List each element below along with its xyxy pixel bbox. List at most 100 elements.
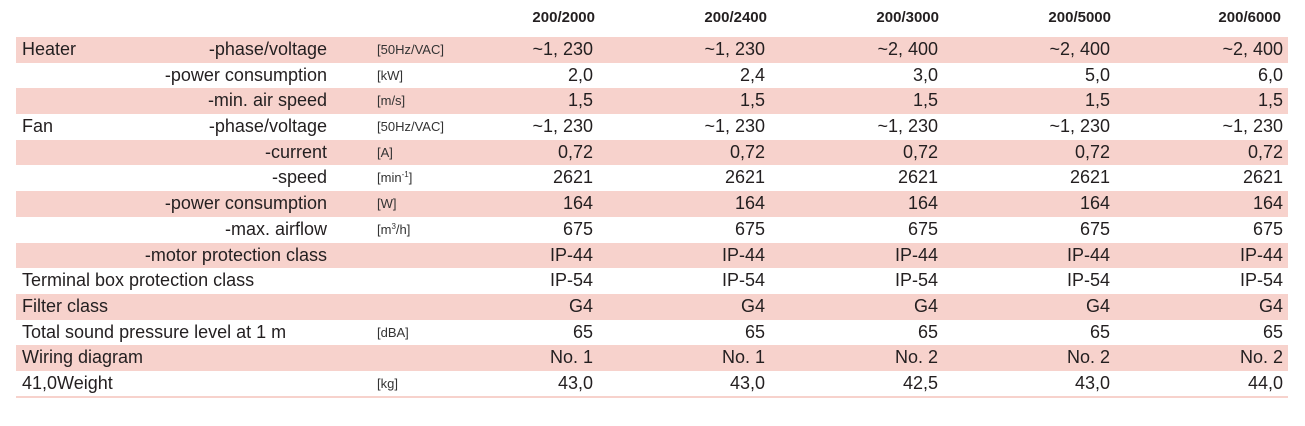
table-row: -current [A] 0,72 0,72 0,72 0,72 0,72 <box>16 139 1288 166</box>
table-row: 41,0Weight [kg] 43,0 43,0 42,5 43,0 44,0 <box>16 371 1288 397</box>
row-unit: [dBA] <box>377 320 409 346</box>
cell-value: 675 <box>562 218 593 239</box>
cell-value: 65 <box>744 321 765 342</box>
cell-value: G4 <box>568 295 593 316</box>
row-unit: [min-1] <box>377 165 412 191</box>
cell-value: 1,5 <box>1084 90 1110 111</box>
cell-value: No. 1 <box>549 347 593 368</box>
row-unit: [kW] <box>377 63 403 89</box>
cell-value: IP-44 <box>1066 244 1110 265</box>
cell-value: ~2, 400 <box>1049 39 1110 59</box>
cell-value: ~1, 230 <box>532 39 593 59</box>
table-row: Heater -phase/voltage [50Hz/VAC] ~1, 230 ~1,… <box>16 37 1288 63</box>
cell-value: IP-54 <box>721 270 765 291</box>
unit-text: [kW] <box>377 67 403 83</box>
cell-value: 2621 <box>724 167 765 188</box>
table-row: Filter class G4 G4 G4 G4 G4 <box>16 293 1288 320</box>
cell-value: ~1, 230 <box>877 116 938 137</box>
cell-value: 0,72 <box>1074 141 1110 162</box>
row-label: Wiring diagram <box>22 347 144 368</box>
row-sublabel: -power consumption <box>164 64 327 85</box>
row-unit: [W] <box>377 191 397 217</box>
cell-value: 675 <box>907 218 938 239</box>
cell-value: 675 <box>734 218 765 239</box>
cell-value: 164 <box>1079 193 1110 214</box>
row-sublabel: -max. airflow <box>224 218 327 239</box>
table-bottom-rule <box>16 396 1288 398</box>
cell-value: No. 2 <box>894 347 938 368</box>
row-sublabel: -current <box>264 141 327 162</box>
row-unit: [m3/h] <box>377 217 410 243</box>
cell-value: 65 <box>917 321 938 342</box>
unit-superscript: -1 <box>401 170 409 180</box>
cell-value: G4 <box>1085 295 1110 316</box>
cell-value: No. 2 <box>1239 347 1283 368</box>
cell-value: 2,0 <box>567 64 593 85</box>
cell-value: 65 <box>1089 321 1110 342</box>
cell-value: IP-44 <box>894 244 938 265</box>
unit-text: [m <box>377 221 392 237</box>
cell-value: 1,5 <box>739 90 765 111</box>
cell-value: 164 <box>1252 193 1283 214</box>
cell-value: No. 1 <box>721 347 765 368</box>
cell-value: 44,0 <box>1247 372 1283 393</box>
cell-value: 3,0 <box>912 64 938 85</box>
table-row: Terminal box protection class IP-54 IP-54 I… <box>16 268 1288 294</box>
cell-value: 0,72 <box>902 141 938 162</box>
unit-text: [m/s] <box>377 93 406 109</box>
row-unit: [A] <box>377 140 393 166</box>
table-row: Total sound pressure level at 1 m [dBA] 65… <box>16 320 1288 346</box>
cell-value: 2621 <box>1069 167 1110 188</box>
cell-value: ~1, 230 <box>1049 116 1110 137</box>
cell-value: 2621 <box>552 167 593 188</box>
row-sublabel: -speed <box>271 167 327 188</box>
row-sublabel: -phase/voltage <box>208 39 327 59</box>
unit-text: [W] <box>377 196 397 212</box>
cell-value: 0,72 <box>1247 141 1283 162</box>
table-row: -speed [min-1] 2621 2621 2621 2621 2621 <box>16 165 1288 191</box>
cell-value: 5,0 <box>1084 64 1110 85</box>
row-label: Heater <box>22 39 77 59</box>
model-header-2: 200/2400 <box>704 9 767 26</box>
unit-text: [min <box>377 170 402 186</box>
row-sublabel: -min. air speed <box>207 90 327 111</box>
unit-superscript: 3 <box>391 221 396 231</box>
table-row: -power consumption [kW] 2,0 2,4 3,0 5,0 6,0 <box>16 63 1288 89</box>
table-row: Fan -phase/voltage [50Hz/VAC] ~1, 230 ~1, 23… <box>16 114 1288 140</box>
cell-value: IP-44 <box>549 244 593 265</box>
row-unit: [kg] <box>377 371 398 397</box>
model-header-4: 200/5000 <box>1048 9 1111 26</box>
cell-value: 2621 <box>897 167 938 188</box>
spec-table: Heater -phase/voltage [50Hz/VAC] ~1, 230 ~1,… <box>16 37 1288 397</box>
table-row: -max. airflow [m3/h] 675 675 675 675 675 <box>16 217 1288 243</box>
cell-value: IP-54 <box>1066 270 1110 291</box>
cell-value: G4 <box>1258 295 1283 316</box>
table-row: -power consumption [W] 164 164 164 164 164 <box>16 191 1288 217</box>
cell-value: 0,72 <box>557 141 593 162</box>
row-label: 41,0Weight <box>22 372 113 393</box>
row-label: Fan <box>22 116 54 137</box>
cell-value: 1,5 <box>567 90 593 111</box>
unit-text: [dBA] <box>377 324 409 340</box>
table-row: -min. air speed [m/s] 1,5 1,5 1,5 1,5 1,5 <box>16 88 1288 115</box>
cell-value: 43,0 <box>729 372 765 393</box>
cell-value: 43,0 <box>557 372 593 393</box>
unit-text: [50Hz/VAC] <box>377 119 444 135</box>
cell-value: 164 <box>734 193 765 214</box>
cell-value: ~1, 230 <box>704 39 765 59</box>
cell-value: IP-44 <box>1239 244 1283 265</box>
row-label: Filter class <box>22 295 109 316</box>
cell-value: IP-54 <box>1239 270 1283 291</box>
cell-value: No. 2 <box>1066 347 1110 368</box>
cell-value: 43,0 <box>1074 372 1110 393</box>
cell-value: IP-54 <box>894 270 938 291</box>
cell-value: IP-54 <box>549 270 593 291</box>
cell-value: 675 <box>1079 218 1110 239</box>
model-header-3: 200/3000 <box>876 9 939 26</box>
table-row: Wiring diagram No. 1 No. 1 No. 2 No. 2 No. 2 <box>16 345 1288 371</box>
cell-value: 2621 <box>1242 167 1283 188</box>
row-label: Total sound pressure level at 1 m <box>22 321 287 342</box>
row-sublabel: -motor protection class <box>144 244 327 265</box>
unit-text: [kg] <box>377 375 398 391</box>
model-header-1: 200/2000 <box>532 9 595 26</box>
